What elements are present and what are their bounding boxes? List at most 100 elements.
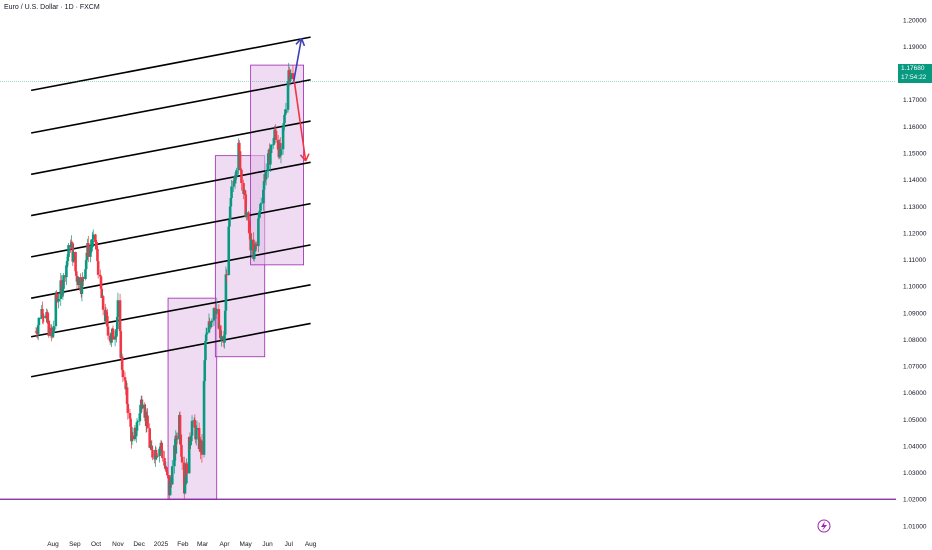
candle (245, 207, 248, 221)
candle (193, 414, 197, 428)
candle (135, 417, 139, 432)
channel-line-6 (30, 244, 311, 299)
candle (42, 313, 46, 323)
candle (184, 483, 187, 491)
candle (183, 477, 187, 495)
candle (36, 322, 40, 341)
x-tick-label: Aug (305, 541, 317, 548)
candle (80, 279, 84, 302)
candle (98, 269, 102, 278)
channel-line-8 (30, 322, 311, 378)
candle (185, 462, 189, 476)
candle (118, 293, 122, 335)
candle (269, 144, 273, 156)
channel-line-1 (30, 36, 311, 92)
candle (205, 327, 209, 335)
candle (66, 255, 70, 268)
candle (37, 317, 41, 330)
candle (77, 276, 80, 289)
y-tick-label: 1.12000 (903, 230, 927, 237)
candle (115, 327, 118, 343)
candle (139, 403, 142, 419)
candle (225, 269, 228, 283)
candle (91, 229, 95, 246)
channel-line-3 (30, 120, 311, 176)
candle (149, 443, 152, 451)
candle (174, 430, 178, 461)
candle (195, 420, 199, 432)
candle (247, 210, 250, 222)
y-tick-label: 1.04000 (903, 443, 927, 450)
y-tick-label: 1.14000 (903, 177, 927, 184)
candle (288, 66, 291, 86)
candle (281, 125, 285, 155)
candle (82, 276, 85, 286)
y-tick-label: 1.16000 (903, 124, 927, 131)
x-tick-label: Dec (133, 541, 145, 548)
candle (269, 150, 272, 173)
candle (284, 102, 288, 115)
x-tick-label: Feb (177, 541, 189, 548)
candle (224, 266, 228, 311)
candle (151, 449, 154, 461)
candle (124, 379, 127, 396)
candle (259, 197, 263, 209)
candle (170, 460, 174, 485)
candle (116, 292, 120, 320)
candle (70, 235, 73, 250)
candle (50, 324, 53, 342)
y-tick-label: 1.02000 (903, 497, 927, 504)
chart-title: Euro / U.S. Dollar · 1D · FXCM (4, 4, 100, 11)
candle (166, 471, 169, 479)
candle (150, 439, 154, 451)
y-tick-label: 1.06000 (903, 390, 927, 397)
candle (215, 301, 219, 315)
candle (129, 415, 132, 428)
x-tick-label: Mar (197, 541, 209, 548)
candle (59, 272, 63, 306)
candle (179, 430, 183, 447)
candle (119, 329, 123, 359)
x-tick-label: Jun (262, 541, 273, 548)
y-tick-label: 1.03000 (903, 470, 927, 477)
candle (291, 65, 295, 80)
candle (141, 399, 144, 410)
x-tick-label: May (240, 541, 253, 548)
lightning-icon[interactable] (817, 519, 831, 533)
candle (233, 171, 237, 189)
candle (282, 122, 286, 134)
candle (214, 310, 218, 319)
candle (99, 275, 103, 291)
candle (178, 411, 182, 438)
candle (136, 420, 139, 427)
candle (210, 318, 214, 327)
candle (283, 109, 286, 131)
candle (84, 268, 87, 281)
y-tick-label: 1.05000 (903, 417, 927, 424)
x-tick-label: Oct (91, 541, 101, 548)
candle (180, 454, 184, 471)
candle (41, 301, 44, 324)
candle (220, 330, 223, 347)
candle (175, 432, 179, 445)
x-tick-label: 2025 (154, 541, 169, 548)
candle (120, 353, 124, 373)
candle (227, 224, 231, 276)
candle (202, 379, 206, 458)
x-tick-label: Sep (69, 541, 81, 548)
candle (204, 327, 208, 347)
candle (228, 217, 231, 232)
candle (242, 179, 245, 200)
candle (173, 438, 176, 474)
candle (163, 462, 167, 471)
candle (47, 313, 51, 338)
channel-line-7 (30, 284, 311, 338)
candle (238, 150, 242, 171)
candle (274, 128, 278, 143)
candle (168, 479, 172, 496)
candle (203, 355, 207, 388)
candle (254, 241, 258, 252)
candle (163, 451, 166, 467)
current-price-tag: 1.17680 17:54:22 (898, 64, 932, 83)
